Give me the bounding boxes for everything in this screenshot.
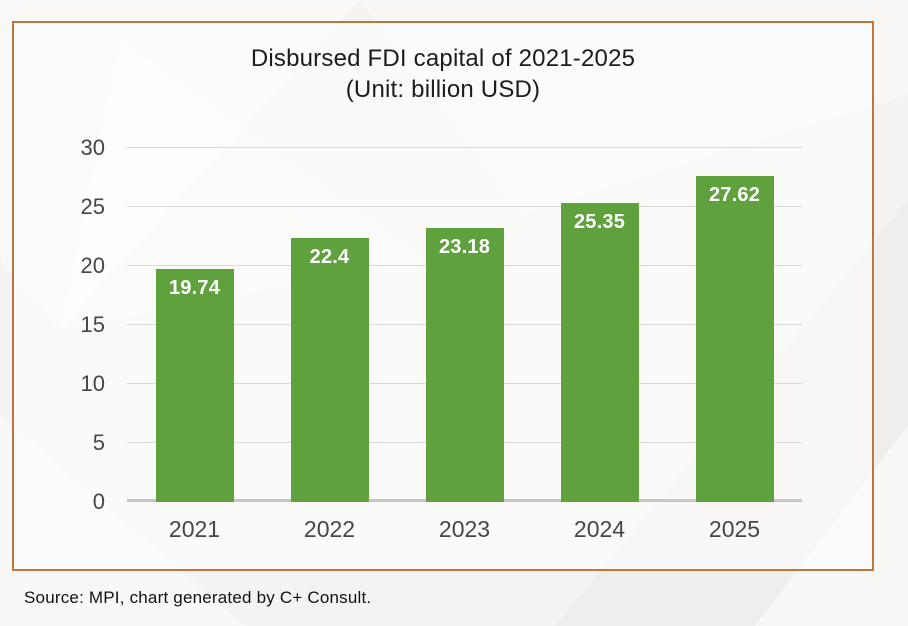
bar-2025: 27.62: [695, 176, 774, 502]
x-tick-label-2023: 2023: [438, 516, 491, 542]
bar-2022: 22.4: [290, 237, 369, 502]
y-tick-label: 20: [80, 253, 105, 278]
y-tick-label: 15: [80, 312, 105, 337]
bar-value-label: 19.74: [168, 277, 221, 300]
chart-frame: Disbursed FDI capital of 2021-2025 (Unit…: [12, 21, 874, 571]
y-tick-label: 5: [92, 430, 105, 455]
source-text: Source: MPI, chart generated by C+ Consu…: [24, 588, 372, 607]
x-tick-label-2025: 2025: [708, 516, 761, 542]
x-tick-label-2021: 2021: [168, 516, 221, 542]
bar-slot-2023: 23.18: [397, 148, 532, 502]
y-tick-label: 0: [92, 489, 105, 514]
plot-area: 19.74 22.4 23.18 25.35 27.62: [127, 147, 802, 502]
bar-value-label: 23.18: [438, 236, 491, 259]
bar-slot-2024: 25.35: [532, 148, 667, 502]
bar-2024: 25.35: [560, 202, 639, 502]
bar-value-label: 27.62: [708, 184, 761, 207]
gridline: [127, 147, 802, 148]
bar-value-label: 22.4: [309, 245, 350, 268]
x-axis: 2021 2022 2023 2024 2025: [127, 516, 802, 543]
x-tick-label-2024: 2024: [573, 516, 626, 542]
bar-slot-2025: 27.62: [667, 148, 802, 502]
chart-subtitle: (Unit: billion USD): [345, 76, 541, 103]
bars-row: 19.74 22.4 23.18 25.35 27.62: [127, 148, 802, 502]
chart-title: Disbursed FDI capital of 2021-2025: [250, 45, 636, 72]
bar-2021: 19.74: [155, 269, 234, 502]
bar-2023: 23.18: [425, 228, 504, 502]
y-axis: 0 5 10 15 20 25 30: [34, 137, 105, 513]
y-tick-label: 25: [80, 194, 105, 219]
chart-title-block: Disbursed FDI capital of 2021-2025 (Unit…: [14, 43, 872, 105]
bar-value-label: 25.35: [573, 210, 626, 233]
y-tick-label: 10: [80, 371, 105, 396]
bar-slot-2021: 19.74: [127, 148, 262, 502]
gridline: [127, 206, 802, 207]
x-tick-label-2022: 2022: [303, 516, 356, 542]
y-tick-label: 30: [80, 135, 105, 160]
bar-slot-2022: 22.4: [262, 148, 397, 502]
